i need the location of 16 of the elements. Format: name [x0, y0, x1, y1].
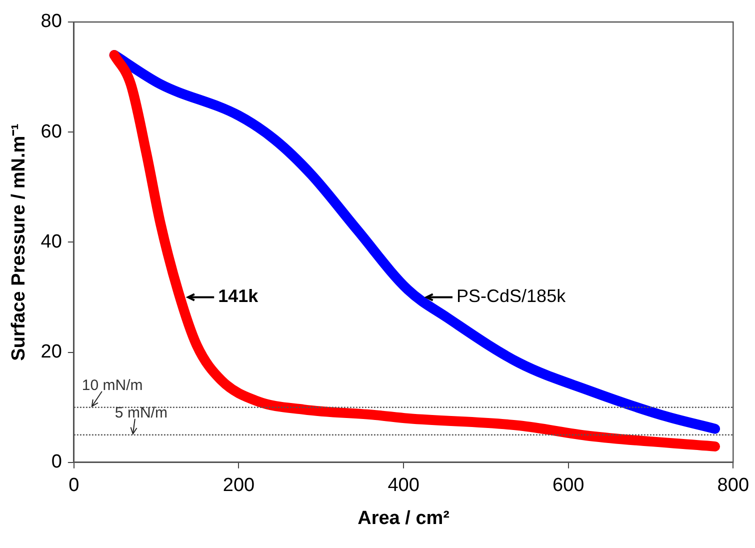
- y-tick-label: 20: [40, 342, 62, 363]
- x-tick-label: 600: [552, 475, 584, 496]
- x-tick-label: 200: [222, 475, 255, 496]
- y-tick-label: 80: [40, 11, 62, 32]
- y-tick-label: 0: [51, 452, 62, 473]
- ref-line-label: 10 mN/m: [82, 376, 143, 394]
- ref-line-label: 5 mN/m: [114, 404, 168, 422]
- x-tick-label: 400: [388, 475, 420, 496]
- x-tick-label: 0: [68, 475, 80, 496]
- series-label: PS-CdS/185k: [456, 286, 567, 306]
- y-tick-label: 60: [40, 121, 62, 142]
- x-tick-label: 800: [717, 475, 749, 496]
- y-tick-label: 40: [40, 231, 62, 252]
- y-axis-title: Surface Pressure / mN.m⁻¹: [8, 124, 30, 361]
- series-label: 141k: [218, 286, 260, 306]
- x-axis-title: Area / cm²: [358, 508, 450, 529]
